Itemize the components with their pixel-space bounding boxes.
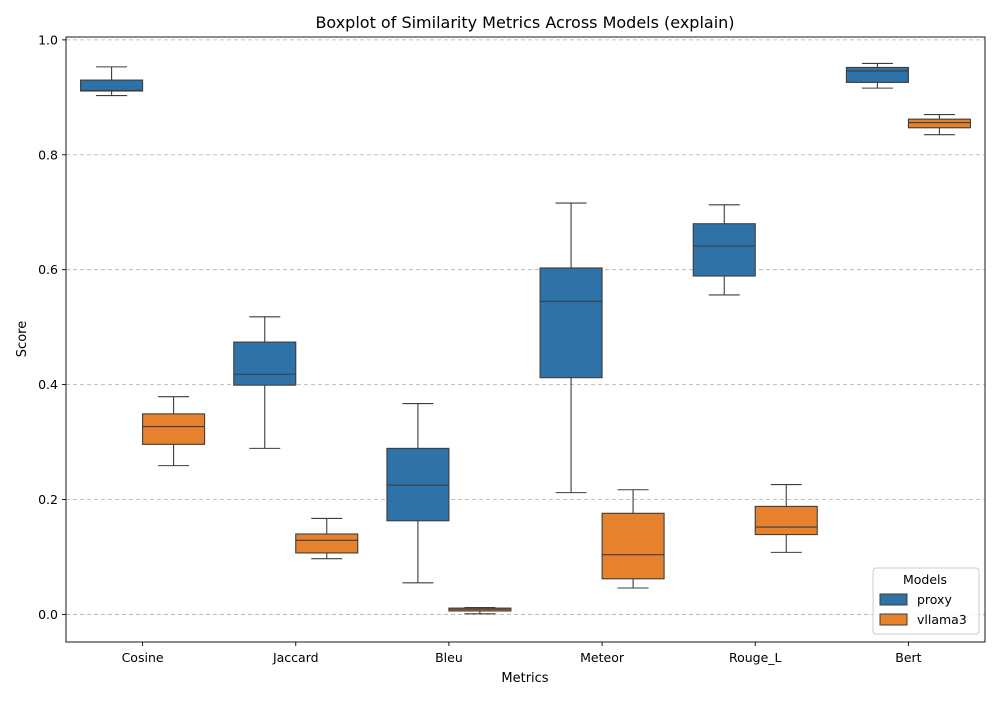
box-iqr [845, 66, 909, 83]
x-axis-label: Metrics [501, 671, 548, 686]
box-proxy-bert [845, 62, 909, 89]
y-tick-label: 0.4 [38, 377, 58, 392]
box-vllama3-meteor [601, 489, 665, 589]
box-proxy-bleu [386, 403, 450, 584]
legend-title: Models [903, 572, 947, 587]
box-vllama3-bleu [448, 606, 512, 615]
legend-label-proxy: proxy [917, 592, 952, 607]
grid-lines [66, 39, 985, 615]
y-tick-label: 0.2 [38, 492, 58, 507]
box-proxy-cosine [80, 66, 144, 97]
axes: 0.0 0.2 0.4 0.6 0.8 1.0 Cosine Jaccard Bleu Meteo… [38, 32, 922, 665]
plot-frame [65, 36, 986, 643]
box-iqr [907, 118, 971, 129]
x-tick-label: Bleu [435, 650, 463, 665]
x-tick-label: Jaccard [272, 650, 319, 665]
legend-swatch-proxy [879, 593, 908, 606]
box-iqr [539, 267, 603, 379]
box-iqr [80, 79, 144, 92]
y-axis-label: Score [15, 321, 30, 357]
y-tick-label: 1.0 [38, 32, 58, 47]
box-proxy-rouge_l [692, 204, 756, 296]
x-tick-label: Meteor [580, 650, 625, 665]
x-tick-label: Cosine [122, 650, 164, 665]
box-iqr [692, 223, 756, 277]
y-tick-label: 0.6 [38, 262, 58, 277]
box-proxy-meteor [539, 202, 603, 494]
box-vllama3-jaccard [295, 517, 359, 560]
box-iqr [754, 505, 818, 536]
y-tick-label: 0.8 [38, 147, 58, 162]
legend: Models proxy vllama3 [872, 567, 980, 635]
box-proxy-jaccard [233, 316, 297, 449]
chart-title: Boxplot of Similarity Metrics Across Mod… [315, 13, 734, 32]
box-iqr [601, 512, 665, 580]
box-iqr [233, 341, 297, 386]
y-tick-label: 0.0 [38, 607, 58, 622]
box-vllama3-rouge_l [754, 484, 818, 553]
legend-swatch-vllama3 [879, 613, 908, 626]
boxes [80, 62, 971, 615]
x-tick-label: Rouge_L [729, 650, 782, 665]
box-vllama3-cosine [142, 396, 206, 467]
box-iqr [386, 447, 450, 522]
x-tick-label: Bert [895, 650, 921, 665]
box-iqr [295, 533, 359, 554]
box-vllama3-bert [907, 114, 971, 136]
legend-label-vllama3: vllama3 [917, 612, 967, 627]
box-iqr [142, 413, 206, 445]
